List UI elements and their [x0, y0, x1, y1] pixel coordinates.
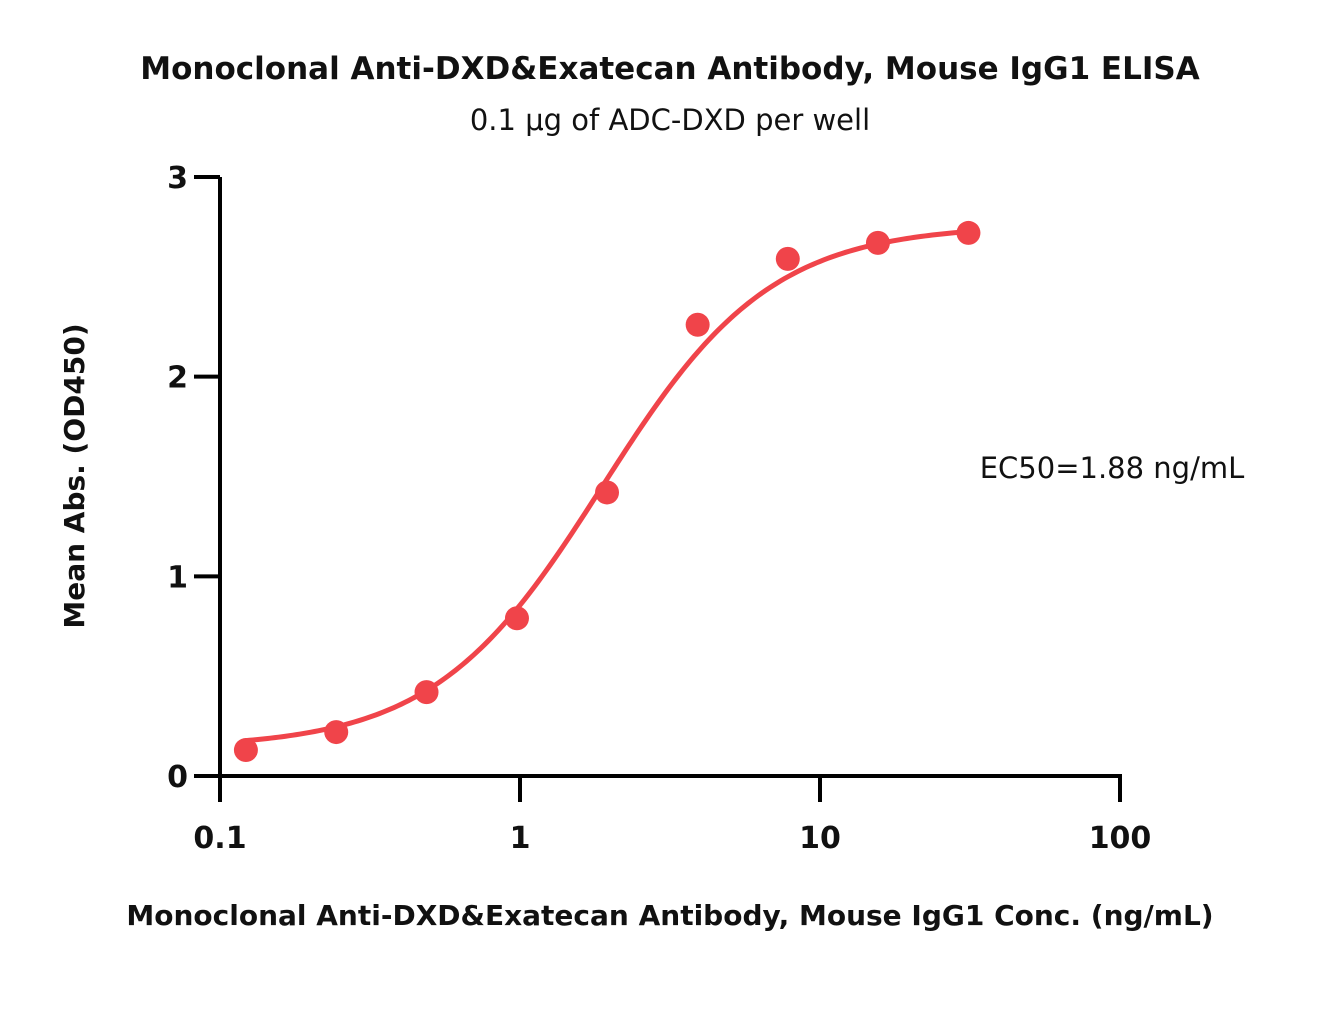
data-point: [414, 680, 439, 705]
x-tick-label: 10: [799, 821, 841, 856]
axes: [218, 177, 1122, 778]
x-tick-label: 1: [510, 821, 531, 856]
chart-subtitle: 0.1 μg of ADC-DXD per well: [470, 103, 870, 137]
data-point: [865, 230, 890, 255]
x-tick-label: 0.1: [193, 821, 246, 856]
data-point: [956, 220, 981, 245]
x-axis-label: Monoclonal Anti-DXD&Exatecan Antibody, M…: [126, 899, 1213, 932]
fit-curve-layer: [243, 229, 971, 744]
y-tick-label: 3: [167, 161, 188, 196]
data-point: [233, 738, 258, 763]
y-axis-label: Mean Abs. (OD450): [58, 323, 91, 628]
ec50-annotation: EC50=1.88 ng/mL: [980, 451, 1245, 485]
data-point: [504, 606, 529, 631]
y-tick-label: 0: [167, 760, 188, 795]
data-points: [233, 220, 981, 763]
data-point: [595, 480, 620, 505]
chart-title: Monoclonal Anti-DXD&Exatecan Antibody, M…: [140, 51, 1199, 87]
data-point: [775, 246, 800, 271]
y-tick-label: 2: [167, 361, 188, 396]
data-point: [324, 720, 349, 745]
x-tick-label: 100: [1089, 821, 1152, 856]
fit-curve: [243, 229, 971, 744]
y-tick-label: 1: [167, 560, 188, 595]
axis-ticks: 0 1 2 3 0.1 1 10 100: [167, 161, 1151, 856]
data-point: [685, 312, 710, 337]
